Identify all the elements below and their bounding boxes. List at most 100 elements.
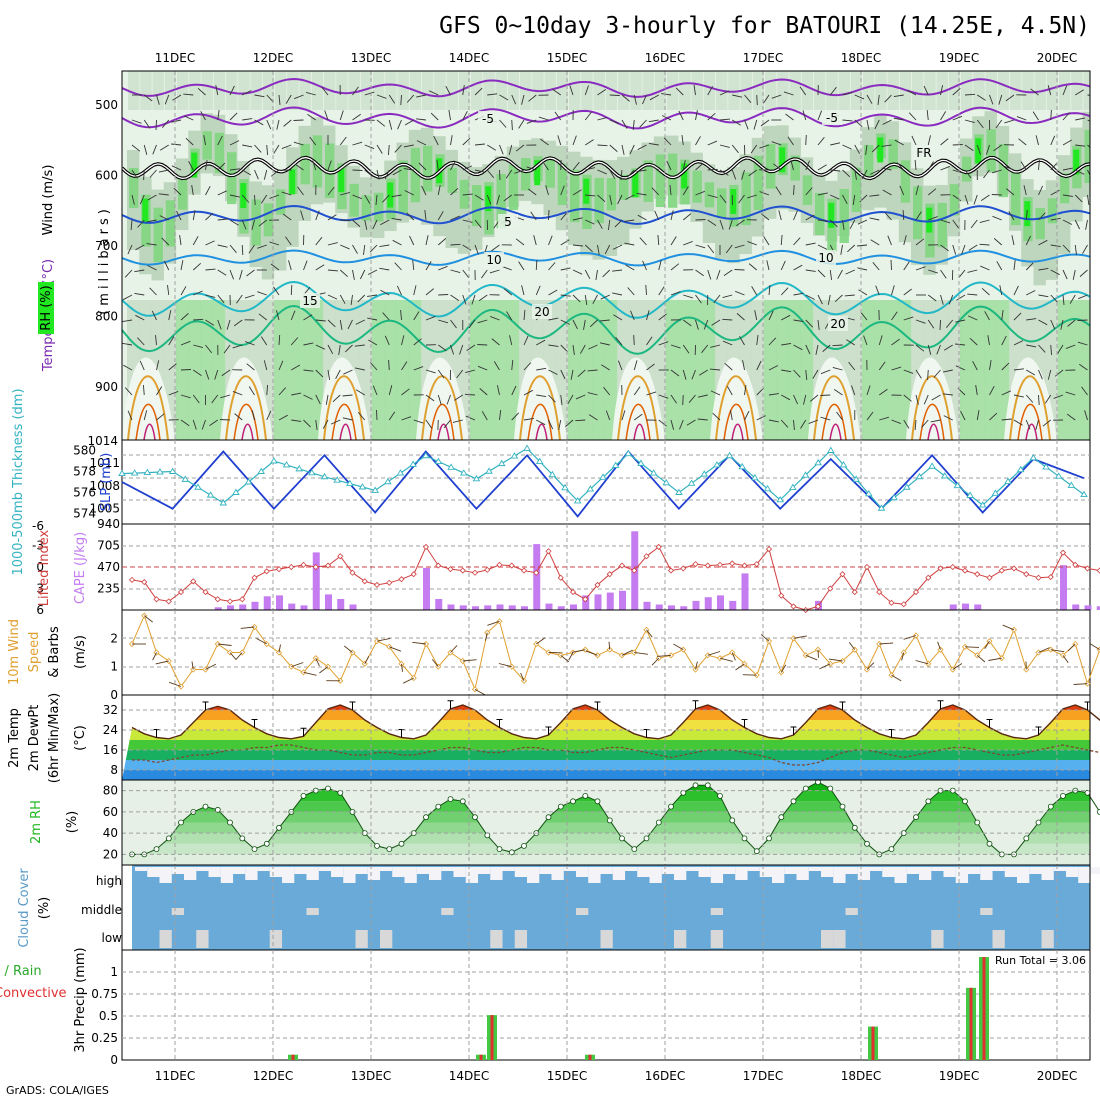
wind-barb [967, 293, 978, 296]
wind-barb [396, 285, 402, 296]
wind-barb [836, 411, 843, 421]
wind-barb [217, 162, 226, 171]
wind-barb [1004, 165, 1015, 171]
wind-barb [1062, 85, 1068, 96]
wind-barb [756, 360, 762, 371]
temp-contour-orange [519, 375, 561, 440]
wind-barb [143, 144, 148, 155]
wind-barb [732, 119, 741, 126]
thickness-marker [485, 467, 493, 474]
wind-barb [192, 369, 202, 376]
rh-shade-green [202, 131, 212, 160]
wind10-barb [1050, 649, 1065, 653]
date-label-top: 11DEC [155, 51, 195, 65]
wind-barb [695, 110, 698, 121]
wind-barb [952, 88, 961, 96]
rh-shade-top [385, 71, 397, 110]
wind-barb [1077, 319, 1088, 321]
wind-barb [572, 217, 583, 221]
cloud-high-clear [723, 867, 736, 874]
wind-barb [964, 93, 976, 96]
wind-barb [744, 119, 749, 130]
upper-ytick: 600 [95, 169, 118, 183]
wind-barb [1050, 319, 1056, 330]
wind-barb [372, 385, 378, 396]
rh-shade-mid [274, 171, 287, 271]
rh-shade-green [1035, 207, 1045, 240]
precip-ylabel-a: Total / Rain [0, 964, 42, 979]
wind-barb [688, 394, 696, 403]
wind10-barb [401, 663, 403, 672]
wind-barb [523, 362, 532, 371]
wind-barb [903, 235, 907, 246]
wind-barb [258, 313, 268, 321]
wind10-barb [303, 671, 317, 676]
wind-barb [817, 164, 827, 171]
rh2m-marker [643, 835, 650, 842]
lifted-marker [888, 599, 895, 606]
date-label-bottom: 16DEC [645, 1069, 685, 1083]
wind-barb [884, 212, 892, 221]
wind-barb [612, 292, 623, 296]
rh-shade-bright [289, 169, 296, 195]
rh-shade-lower [960, 300, 973, 440]
cloud-high-clear [625, 867, 638, 871]
contour-label: -5 [482, 112, 494, 126]
wind-barb [257, 244, 267, 249]
wind-barb [958, 269, 966, 279]
wind-barb [425, 288, 434, 296]
thickness-marker [535, 457, 544, 464]
wind-barb [817, 192, 828, 196]
wind-barb [989, 412, 998, 421]
wind-barb [269, 241, 280, 246]
rh-shade-top [397, 71, 409, 110]
wind-barb [454, 394, 463, 401]
cape-bar [668, 605, 675, 610]
rh-shade-top [948, 71, 961, 110]
wind-barb [388, 385, 393, 396]
rh-shade-mid [1045, 180, 1059, 280]
rh-shade-green [668, 153, 678, 208]
wind-marker [386, 643, 393, 650]
wind-barb [450, 294, 460, 301]
lifted-marker [275, 566, 283, 573]
thickness-marker [143, 468, 152, 475]
cloud-low-gap [490, 930, 503, 948]
rh-shade-green [692, 170, 702, 203]
wind-barb [270, 263, 280, 271]
rh-shade-green [790, 155, 800, 181]
wind-barb [842, 219, 845, 230]
wind-barb [180, 340, 191, 346]
lifted-ylabel: Lifted Index [37, 529, 52, 606]
cape-bar [263, 596, 271, 610]
thickness-marker [384, 477, 392, 485]
lifted-marker [925, 574, 932, 581]
rh-band [122, 811, 1090, 823]
wind-barb [915, 394, 919, 405]
wind-barb [376, 119, 386, 127]
wind-barb [584, 111, 592, 121]
wind-barb [448, 110, 451, 121]
rh2m-marker [864, 840, 870, 847]
rh2m-ylabel: 2m RH [29, 800, 44, 844]
lifted-marker [851, 589, 858, 596]
cloud-high-clear [943, 867, 956, 877]
wind-barb [139, 360, 145, 371]
wind-barb [597, 219, 603, 229]
wind10-barb [412, 641, 427, 645]
rh-shade-lower [506, 300, 520, 440]
wind-barb [149, 287, 157, 296]
rh-shade-top [311, 71, 324, 110]
wind-barb [686, 419, 696, 426]
wind-barb [731, 144, 739, 154]
rh-shade-top [985, 71, 997, 110]
wind-barb [834, 294, 843, 303]
wind-barb [246, 363, 255, 371]
thickness-marker [789, 483, 797, 490]
rh-shade-top [483, 71, 495, 110]
lifted-marker [508, 562, 515, 569]
rh2m-marker [753, 848, 760, 855]
wind-barb [682, 160, 686, 171]
cloud-high-clear [527, 867, 540, 883]
wind-barb [964, 144, 974, 151]
